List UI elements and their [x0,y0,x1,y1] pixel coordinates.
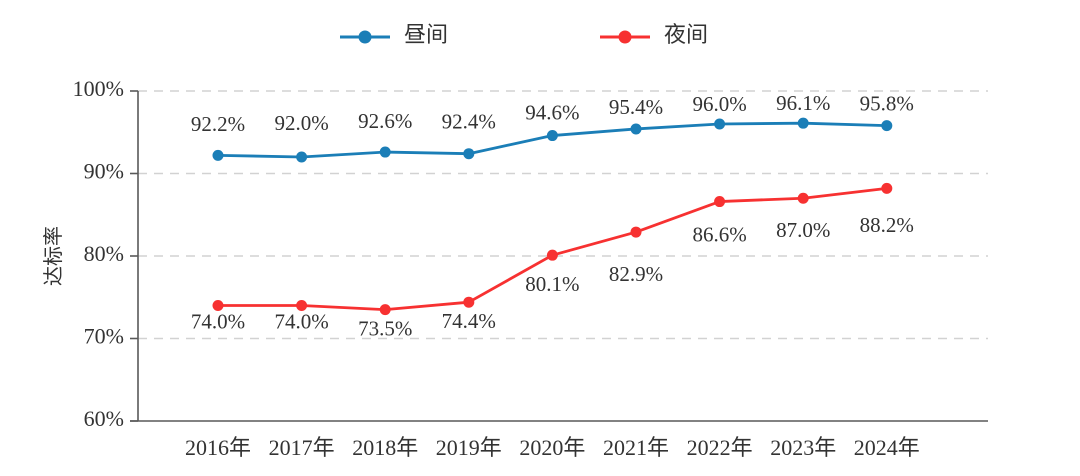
x-tick-label: 2016年 [185,435,251,460]
grid-layer [138,90,988,340]
nighttime-data-point [546,249,558,261]
daytime-data-point [463,148,475,160]
y-tick-label: 70% [84,324,124,349]
daytime-data-label: 92.6% [358,109,412,133]
x-tick-label: 2018年 [352,435,418,460]
daytime-data-point [714,118,726,130]
nighttime-data-point [714,196,726,208]
x-tick-label: 2024年 [854,435,920,460]
x-tick-label: 2023年 [770,435,836,460]
nighttime-data-point [881,182,893,194]
data-label-layer: 92.2% 92.0% 92.6% 92.4% 94.6% 95.4% 96.0% 96.1%… [191,91,914,340]
x-tick-label: 2019年 [436,435,502,460]
x-tick-label: 2020年 [519,435,585,460]
daytime-data-label: 95.8% [860,91,914,115]
nighttime-data-label: 74.4% [442,309,496,333]
legend-item-nighttime: 夜间 [600,22,708,47]
daytime-data-point [546,130,558,142]
daytime-data-point [630,123,642,135]
nighttime-legend-marker [618,30,632,44]
nighttime-data-point [379,304,391,316]
nighttime-data-point [212,300,224,311]
nighttime-data-label: 73.5% [358,316,412,340]
daytime-data-label: 96.1% [776,91,830,115]
daytime-data-point [797,117,809,129]
daytime-legend-label: 昼间 [404,22,448,47]
daytime-data-label: 95.4% [609,95,663,119]
nighttime-data-point [797,192,809,204]
nighttime-data-label: 88.2% [860,213,914,237]
daytime-data-label: 96.0% [692,92,746,116]
daytime-data-label: 92.4% [442,110,496,134]
y-tick-label: 100% [73,76,124,101]
daytime-data-point [296,151,308,163]
legend-item-daytime: 昼间 [340,22,448,47]
nighttime-data-point [463,296,475,308]
y-tick-label: 60% [84,406,124,431]
y-axis-title: 达标率 [42,226,65,286]
daytime-legend-marker [358,30,372,44]
nighttime-data-point [630,226,642,238]
y-tick-label: 80% [84,241,124,266]
axis-layer [130,90,988,422]
nighttime-data-label: 74.0% [274,309,328,333]
nighttime-data-label: 87.0% [776,218,830,242]
legend-layer: 昼间 夜间 [340,22,708,47]
series-layer [212,117,893,316]
daytime-data-point [379,146,391,158]
nighttime-data-label: 80.1% [525,272,579,296]
nighttime-data-label: 82.9% [609,262,663,286]
daytime-data-label: 92.2% [191,112,245,136]
x-tick-label: 2021年 [603,435,669,460]
daytime-data-label: 92.0% [274,111,328,135]
x-tick-label: 2017年 [269,435,335,460]
daytime-data-label: 94.6% [525,100,579,124]
nighttime-data-label: 86.6% [692,222,746,246]
nighttime-data-label: 74.0% [191,309,245,333]
tick-label-layer: 100% 90% 80% 70% 60% 2016年 2017年 2018年 2019年 2020… [73,76,920,460]
y-tick-label: 90% [84,159,124,184]
x-tick-label: 2022年 [687,435,753,460]
nighttime-legend-label: 夜间 [664,22,708,47]
daytime-data-point [881,120,893,132]
daytime-data-point [212,149,224,161]
nighttime-data-point [296,300,308,311]
